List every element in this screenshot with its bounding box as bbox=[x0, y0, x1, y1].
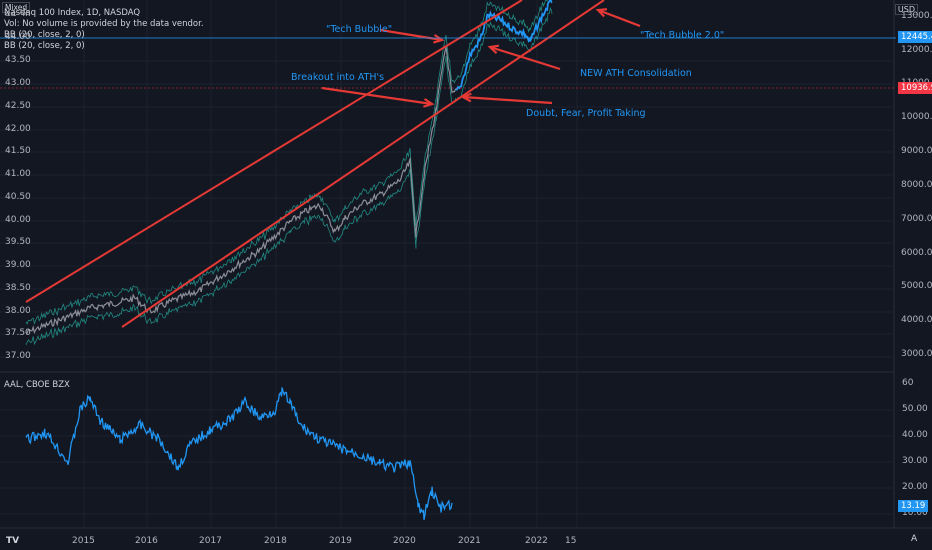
right-axis-label: 13000.00 bbox=[901, 11, 932, 21]
right-axis-label: 4000.00 bbox=[901, 315, 932, 325]
currency-button[interactable]: USD bbox=[894, 4, 918, 15]
bb-lower-band bbox=[25, 6, 553, 346]
arrow-doubt[interactable] bbox=[462, 95, 553, 105]
main-series-title[interactable]: Nasdaq 100 Index, 1D, NASDAQ bbox=[4, 8, 141, 18]
arrow-breakout[interactable] bbox=[321, 86, 433, 106]
right-axis-label: 6000.00 bbox=[901, 248, 932, 258]
right-axis-label: 9000.00 bbox=[901, 146, 932, 156]
auto-scale-button[interactable]: A bbox=[911, 534, 918, 544]
annotation-tech-bubble: "Tech Bubble" bbox=[326, 24, 393, 35]
arrow-new-ath[interactable] bbox=[489, 45, 561, 71]
last-price-badge: 12445.47 bbox=[898, 31, 932, 43]
left-axis-label: 43.50 bbox=[5, 55, 31, 65]
left-axis-label: 40.50 bbox=[5, 192, 31, 202]
left-axis-label: 37.00 bbox=[5, 351, 31, 361]
sub-axis-label: 20.00 bbox=[902, 482, 928, 492]
bollinger-bands bbox=[25, 0, 553, 346]
nasdaq-price-series bbox=[25, 0, 553, 335]
time-axis-label: 2019 bbox=[329, 536, 352, 546]
right-axis-label: 8000.00 bbox=[901, 180, 932, 190]
sub-axis-label: 40.00 bbox=[902, 430, 928, 440]
arrow-tech-bubble-2[interactable] bbox=[597, 8, 641, 28]
annotation-arrows bbox=[321, 8, 641, 108]
aal-price-line bbox=[25, 387, 453, 521]
left-axis-label: 37.50 bbox=[5, 328, 31, 338]
sub-last-price-badge: 13.19 bbox=[898, 500, 929, 512]
time-axis-label: 2017 bbox=[199, 536, 222, 546]
annotation-breakout: Breakout into ATH's bbox=[291, 72, 385, 83]
left-axis-label: 38.50 bbox=[5, 283, 31, 293]
aal-price-series bbox=[25, 387, 453, 521]
right-axis-label: 5000.00 bbox=[901, 281, 932, 291]
time-axis-label: 15 bbox=[565, 536, 577, 546]
arrow-tech-bubble-2-head bbox=[595, 8, 608, 18]
left-axis-label: 39.00 bbox=[5, 260, 31, 270]
left-axis-label: 44.00 bbox=[5, 32, 31, 42]
horizontal-price-lines bbox=[0, 37, 896, 89]
right-axis-label: 12000.00 bbox=[901, 45, 932, 55]
left-axis-label: 38.00 bbox=[5, 306, 31, 316]
volume-note: Vol: No volume is provided by the data v… bbox=[4, 19, 204, 29]
left-axis-label: 40.00 bbox=[5, 215, 31, 225]
annotation-tech-bubble-2: "Tech Bubble 2.0" bbox=[640, 30, 725, 41]
line-price-badge: 10936.98 bbox=[898, 82, 932, 94]
time-axis-label: 2018 bbox=[264, 536, 287, 546]
nasdaq-price-line bbox=[25, 46, 466, 335]
grid-lines bbox=[0, 0, 932, 529]
time-axis-label: 2021 bbox=[458, 536, 481, 546]
left-axis-label: 44.50 bbox=[5, 10, 31, 16]
arrow-tech-bubble-head bbox=[433, 33, 445, 44]
right-axis-label: 7000.00 bbox=[901, 214, 932, 224]
sub-series-title[interactable]: AAL, CBOE BZX bbox=[4, 380, 70, 390]
lower-trend-line[interactable] bbox=[121, 0, 605, 328]
right-axis-label: 10000.00 bbox=[901, 112, 932, 122]
left-axis-label: 41.00 bbox=[5, 169, 31, 179]
bb-upper-band bbox=[25, 0, 548, 325]
trend-lines bbox=[25, 0, 605, 328]
tradingview-logo[interactable]: TV bbox=[6, 536, 20, 546]
time-axis-label: 2016 bbox=[135, 536, 158, 546]
sub-axis-label: 60 bbox=[902, 378, 914, 388]
left-axis-label: 41.50 bbox=[5, 146, 31, 156]
nasdaq-price-line-recent bbox=[455, 0, 553, 91]
upper-trend-line[interactable] bbox=[25, 0, 523, 303]
arrow-doubt-head bbox=[460, 92, 472, 103]
annotation-doubt: Doubt, Fear, Profit Taking bbox=[526, 108, 646, 119]
left-axis-label: 39.50 bbox=[5, 237, 31, 247]
sub-axis-label: 50.00 bbox=[902, 404, 928, 414]
arrow-breakout-head bbox=[423, 98, 435, 108]
arrow-new-ath-head bbox=[487, 44, 500, 54]
price-scale-mode-button[interactable]: Mixed bbox=[2, 2, 31, 13]
annotation-new-ath: NEW ATH Consolidation bbox=[580, 68, 692, 79]
left-axis-label: 43.00 bbox=[5, 78, 31, 88]
time-axis-label: 2015 bbox=[72, 536, 95, 546]
sub-axis-label: 10.00 bbox=[902, 508, 928, 518]
time-axis-label: 2022 bbox=[525, 536, 548, 546]
left-axis-label: 42.50 bbox=[5, 101, 31, 111]
sub-axis-label: 30.00 bbox=[902, 456, 928, 466]
left-axis-label: 42.00 bbox=[5, 124, 31, 134]
bb-indicator-1[interactable]: BB (20, close, 2, 0) bbox=[4, 30, 85, 40]
bb-indicator-2[interactable]: BB (20, close, 2, 0) bbox=[4, 41, 85, 51]
time-axis-label: 2020 bbox=[393, 536, 416, 546]
right-axis-label: 3000.00 bbox=[901, 349, 932, 359]
